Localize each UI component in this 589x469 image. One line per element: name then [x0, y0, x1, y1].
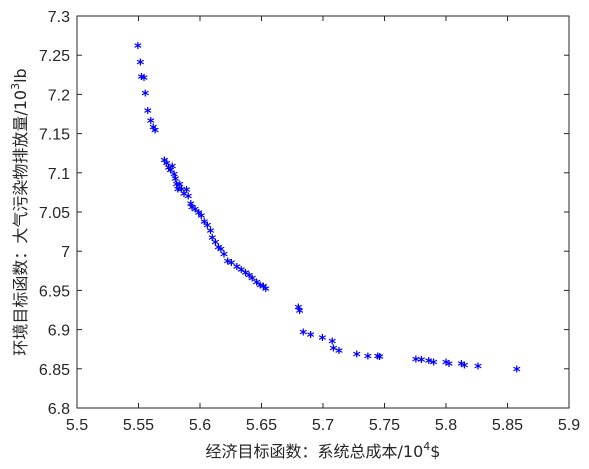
data-point: *: [168, 160, 177, 178]
data-point: *: [441, 356, 450, 374]
y-axis: 6.8 6.85 6.9 6.95 7 7.05 7.1 7.15 7.2 7.25 7.3: [39, 9, 569, 418]
data-point: *: [214, 240, 223, 258]
data-point: *: [417, 353, 426, 371]
data-point: *: [334, 344, 343, 362]
y-tick-label: 7.15: [39, 127, 70, 144]
data-point: *: [219, 247, 228, 265]
data-point: *: [352, 348, 361, 366]
data-point: *: [512, 363, 521, 381]
y-tick-label: 7.25: [39, 48, 70, 65]
data-point: *: [166, 163, 175, 181]
data-point: *: [294, 301, 303, 319]
x-axis: 5.5 5.55 5.6 5.65 5.7 5.75 5.8 5.85 5.9: [66, 16, 580, 434]
data-point: *: [328, 334, 337, 352]
data-point: *: [248, 272, 257, 290]
data-point: *: [203, 218, 212, 236]
data-point: *: [295, 304, 304, 322]
y-tick-label: 7.3: [48, 9, 70, 26]
data-point: *: [172, 178, 181, 196]
data-point: *: [216, 243, 225, 261]
x-tick-label: 5.8: [435, 417, 457, 434]
data-point: *: [223, 254, 232, 272]
plot-area: [77, 16, 569, 408]
data-point: *: [149, 120, 158, 138]
data-point: *: [411, 352, 420, 370]
data-point: *: [146, 114, 155, 132]
x-tick-label: 5.5: [66, 417, 88, 434]
data-point: *: [184, 189, 193, 207]
x-tick-label: 5.85: [492, 417, 523, 434]
data-point: *: [306, 328, 315, 346]
x-tick-label: 5.55: [123, 417, 154, 434]
data-point: *: [140, 71, 149, 89]
data-point: *: [329, 341, 338, 359]
data-point: *: [445, 357, 454, 375]
y-axis-label: 环境目标函数：大气污染物排放量/103lb: [9, 68, 30, 355]
data-point: *: [170, 167, 179, 185]
data-point: *: [211, 236, 220, 254]
data-point: *: [136, 55, 145, 73]
data-point: *: [186, 197, 195, 215]
data-point: *: [375, 350, 384, 368]
data-point: *: [133, 39, 142, 57]
data-point: *: [160, 153, 169, 171]
data-point: *: [206, 224, 215, 242]
data-point: *: [373, 349, 382, 367]
data-point: *: [227, 256, 236, 274]
data-point: *: [429, 356, 438, 374]
data-point: *: [318, 331, 327, 349]
y-tick-label: 7.2: [48, 87, 70, 104]
data-point: *: [197, 209, 206, 227]
data-point: *: [164, 161, 173, 179]
data-point: *: [261, 282, 270, 300]
data-point: *: [245, 269, 254, 287]
data-point: *: [208, 231, 217, 249]
data-point: *: [143, 104, 152, 122]
x-tick-label: 5.9: [558, 417, 580, 434]
data-point: *: [177, 182, 186, 200]
data-point: *: [473, 359, 482, 377]
data-point: *: [187, 200, 196, 218]
data-point: *: [191, 203, 200, 221]
x-tick-label: 5.75: [369, 417, 400, 434]
data-point: *: [256, 279, 265, 297]
x-axis-label: 经济目标函数：系统总成本/104$: [206, 440, 441, 461]
x-tick-label: 5.6: [189, 417, 211, 434]
data-point: *: [137, 70, 146, 88]
data-point: *: [424, 354, 433, 372]
y-tick-label: 7: [61, 244, 70, 261]
x-tick-label: 5.7: [312, 417, 334, 434]
data-point: *: [162, 156, 171, 174]
data-point: *: [457, 357, 466, 375]
data-point: *: [173, 182, 182, 200]
data-point: *: [179, 187, 188, 205]
y-tick-label: 6.8: [48, 401, 70, 418]
data-point: *: [200, 215, 209, 233]
data-point: *: [232, 260, 241, 278]
y-tick-label: 6.9: [48, 323, 70, 340]
y-tick-label: 6.85: [39, 362, 70, 379]
y-tick-label: 7.05: [39, 205, 70, 222]
data-point: *: [241, 266, 250, 284]
data-point: *: [151, 123, 160, 141]
data-point: *: [299, 326, 308, 344]
data-point: *: [259, 279, 268, 297]
data-point: *: [237, 263, 246, 281]
y-tick-label: 7.1: [48, 166, 70, 183]
data-point: *: [171, 172, 180, 190]
data-point: *: [252, 276, 261, 294]
data-point: *: [141, 87, 150, 105]
data-point: *: [182, 183, 191, 201]
data-point: *: [460, 359, 469, 377]
data-point: *: [363, 349, 372, 367]
y-tick-label: 6.95: [39, 283, 70, 300]
data-points: ****************************************…: [133, 39, 521, 381]
x-tick-label: 5.65: [246, 417, 277, 434]
data-point: *: [194, 206, 203, 224]
data-point: *: [175, 178, 184, 196]
